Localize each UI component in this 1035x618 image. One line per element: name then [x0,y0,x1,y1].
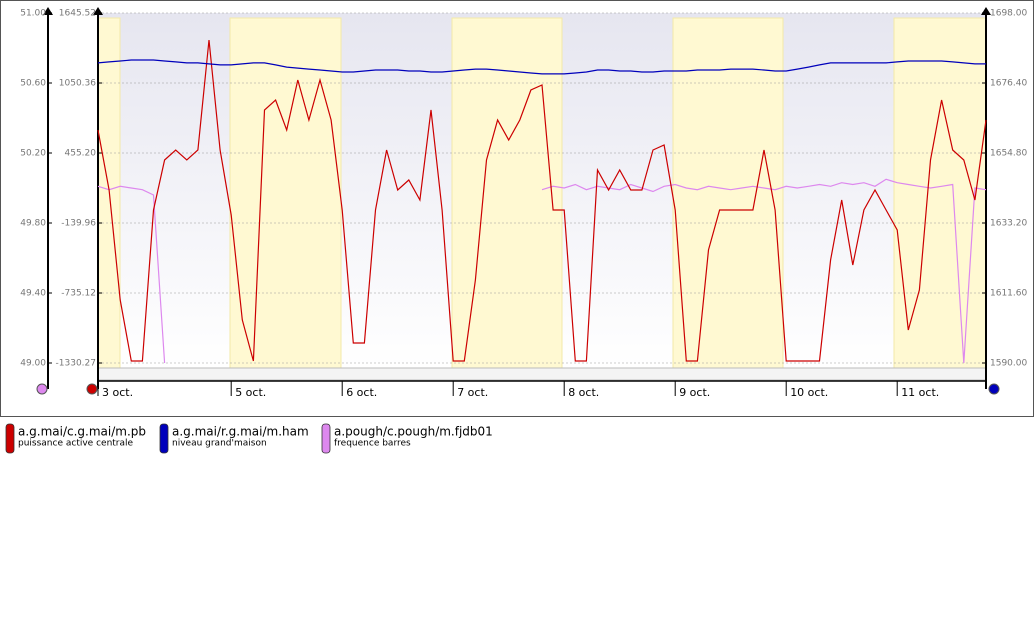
y-tick-label: 50.60 [20,79,46,89]
y-tick-label: 1654.80 [990,149,1027,159]
y-tick-label: 49.40 [20,289,46,299]
y-tick-label: 50.20 [20,149,46,159]
x-tick-label: 5 oct. [235,386,266,399]
y-tick-label: 1633.20 [990,219,1027,229]
scroll-bar [97,367,987,381]
x-tick-label: 3 oct. [102,386,133,399]
y-tick-label: 1611.60 [990,289,1027,299]
y-tick-label: 455.20 [65,149,97,159]
axis-marker [86,383,98,395]
legend-swatch [5,423,15,454]
y-tick-label: 49.00 [20,359,46,369]
axis-marker [36,383,48,395]
x-tick-label: 6 oct. [346,386,377,399]
chart-layer: 49.00 49.40 49.80 50.20 50.60 51.00 -1330.27 -7… [5,7,1027,454]
legend-name: a.pough/c.pough/m.fjdb01 [334,425,493,439]
y-tick-label: -1330.27 [56,359,96,369]
y-tick-label: 49.80 [20,219,46,229]
day-bands [97,17,987,369]
legend-swatch [321,423,331,454]
x-tick-label: 8 oct. [568,386,599,399]
x-tick-label: 10 oct. [790,386,828,399]
y-tick-label: 1676.40 [990,79,1027,89]
x-tick-label: 11 oct. [901,386,939,399]
y-tick-label: 1590.00 [990,359,1027,369]
y-tick-label: -139.96 [61,219,96,229]
y-tick-label: -735.12 [61,289,96,299]
legend-desc: niveau grand'maison [172,439,267,449]
legend-name: a.g.mai/c.g.mai/m.pb [18,425,146,439]
legend-desc: frequence barres [334,439,411,449]
legend-name: a.g.mai/r.g.mai/m.ham [172,425,309,439]
series-line [97,59,986,75]
x-tick-label: 9 oct. [679,386,710,399]
legend-desc: puissance active centrale [18,439,134,449]
x-tick-label: 7 oct. [457,386,488,399]
y-tick-label: 1645.52 [59,9,96,19]
series-line [97,39,987,362]
y-tick-label: 1050.36 [59,79,96,89]
legend-swatch [159,423,169,454]
y-tick-label: 1698.00 [990,9,1027,19]
axis-marker [988,383,1000,395]
y-tick-label: 51.00 [20,9,46,19]
